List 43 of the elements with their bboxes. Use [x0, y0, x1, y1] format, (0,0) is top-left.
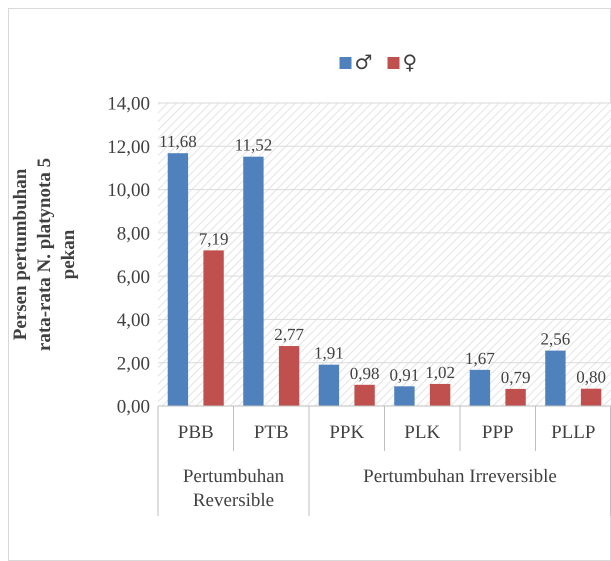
data-label: 1,91: [314, 344, 344, 363]
bar: [203, 250, 224, 406]
y-tick-label: 2,00: [116, 353, 150, 374]
bar: [394, 386, 415, 406]
data-label: 2,77: [274, 325, 304, 344]
data-label: 11,52: [234, 136, 272, 155]
data-label: 0,79: [500, 368, 530, 387]
data-label: 1,67: [465, 348, 496, 368]
legend-label: ♀: [402, 50, 418, 74]
data-label: 0,98: [350, 364, 380, 383]
data-label: 7,19: [198, 229, 228, 248]
y-tick-label: 0,00: [116, 396, 150, 418]
y-tick-label: 12,00: [107, 136, 150, 158]
bar: [580, 388, 602, 406]
legend-label: ♂: [354, 50, 372, 74]
data-label: 0,91: [390, 365, 420, 384]
bar: [354, 384, 375, 406]
x-tick-label: PBB: [178, 422, 214, 443]
bar: [430, 384, 450, 406]
y-tick-label: 4,00: [116, 310, 150, 332]
bar: [318, 364, 340, 406]
y-axis-title: Persen pertumbuhan rata-rata N. platynota 5 pekan: [10, 158, 79, 352]
bar: [168, 153, 188, 406]
text: Pertumbuhan Irreversible: [363, 466, 557, 487]
bar: [545, 350, 566, 406]
y-tick-label: 10,00: [107, 180, 150, 202]
y-tick-label: 14,00: [107, 94, 150, 115]
x-tick-label: PPK: [329, 422, 364, 443]
bar: [278, 346, 300, 406]
data-label: 11,68: [159, 132, 197, 152]
bar: [470, 370, 490, 406]
y-tick-label: 8,00: [116, 224, 150, 245]
y-tick-label: 6,00: [116, 266, 150, 288]
data-label: 1,02: [425, 362, 455, 382]
x-tick-label: PTB: [254, 422, 289, 443]
x-tick-label: PLK: [404, 422, 440, 443]
x-tick-label: PPP: [482, 422, 514, 443]
bar: [243, 156, 264, 406]
data-label: 0,80: [576, 368, 606, 387]
bar: [505, 388, 526, 406]
text: Pertumbuhan Reversible: [182, 466, 285, 511]
data-label: 2,56: [540, 330, 570, 349]
x-tick-label: PLLP: [551, 422, 596, 443]
